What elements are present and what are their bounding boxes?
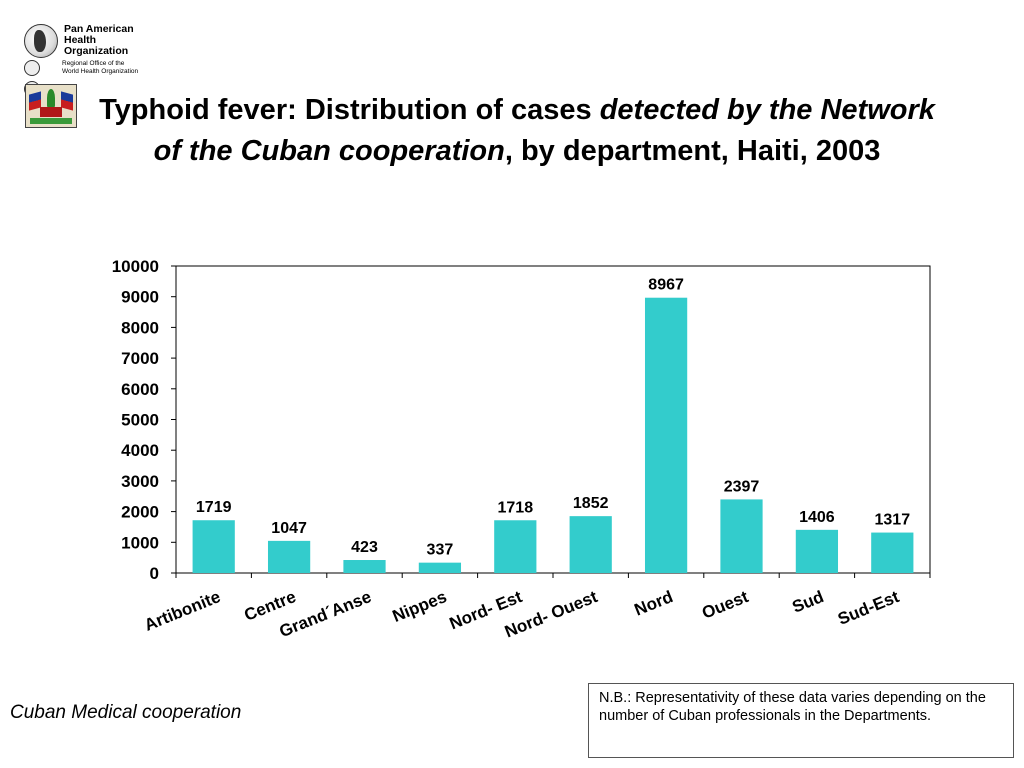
x-tick-label: Nippes: [390, 587, 450, 626]
x-tick-label: Artibonite: [142, 587, 224, 635]
x-tick-label: Sud-Est: [835, 587, 902, 629]
source-text: Cuban Medical cooperation: [10, 702, 242, 723]
y-tick-label: 1000: [121, 533, 159, 552]
data-label: 1317: [875, 512, 911, 529]
data-label: 1719: [196, 499, 232, 516]
bar: [343, 560, 386, 573]
x-tick-label: Sud: [790, 587, 827, 617]
note-box: N.B.: Representativity of these data var…: [588, 683, 1014, 758]
data-label: 1852: [573, 495, 609, 512]
bar: [720, 499, 763, 573]
x-tick-label: Nord: [632, 587, 676, 619]
bar: [267, 540, 311, 573]
y-tick-label: 4000: [121, 441, 159, 460]
y-tick-label: 10000: [112, 257, 159, 276]
data-label: 1718: [498, 499, 534, 516]
title-part-3: , by department, Haiti, 2003: [504, 135, 881, 167]
bar: [871, 532, 914, 573]
bar: [494, 520, 537, 573]
data-label: 423: [351, 539, 378, 556]
y-tick-label: 7000: [121, 349, 159, 368]
globe-icon: [24, 24, 58, 58]
bar: [795, 529, 839, 573]
x-tick-label: Ouest: [699, 587, 751, 623]
data-label: 1047: [271, 520, 307, 537]
page-title: Typhoid fever: Distribution of cases det…: [92, 90, 942, 172]
y-tick-label: 2000: [121, 503, 159, 522]
logo-org-name: Pan American Health Organization: [64, 23, 134, 57]
data-label: 337: [427, 542, 454, 559]
title-part-2: detected by the Network of the Cuban coo…: [153, 94, 935, 167]
data-label: 2397: [724, 478, 760, 495]
y-tick-label: 0: [150, 564, 159, 583]
y-tick-label: 5000: [121, 411, 159, 430]
y-tick-label: 8000: [121, 318, 159, 337]
data-label: 1406: [799, 509, 835, 526]
y-tick-label: 3000: [121, 472, 159, 491]
bar: [192, 520, 235, 573]
data-label: 8967: [648, 277, 684, 294]
bar-chart: 0 1000 2000 3000 4000 5000 6000 7000 8000 9000 100…: [112, 257, 931, 642]
bar: [418, 562, 462, 573]
bar: [569, 516, 612, 573]
logo-subtitle: Regional Office of the World Health Orga…: [62, 60, 139, 75]
haiti-coat-of-arms-icon: [25, 84, 77, 128]
bar: [644, 297, 688, 573]
y-tick-label: 6000: [121, 380, 159, 399]
y-tick-label: 9000: [121, 288, 159, 307]
title-part-1: Typhoid fever: Distribution of cases: [99, 94, 600, 126]
